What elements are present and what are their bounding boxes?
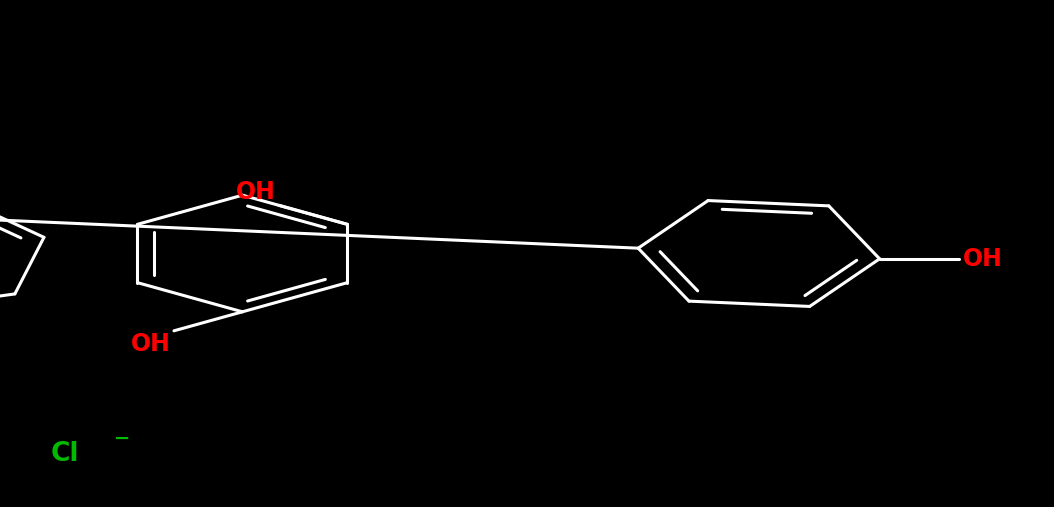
Text: OH: OH (235, 180, 275, 204)
Text: −: − (114, 429, 131, 448)
Text: OH: OH (131, 332, 171, 356)
Text: OH: OH (963, 247, 1002, 271)
Text: Cl: Cl (51, 441, 79, 467)
